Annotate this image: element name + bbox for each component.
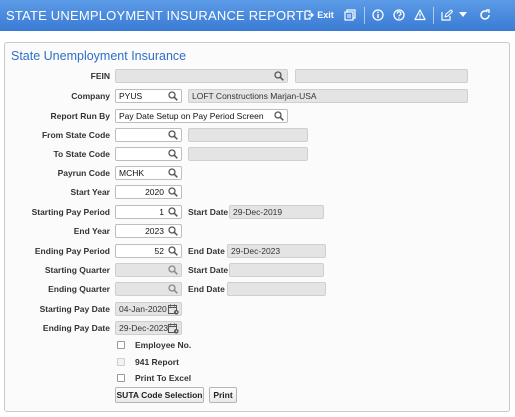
quarter-end-date-label: End Date [188, 284, 225, 294]
help-button[interactable] [391, 6, 407, 24]
warning-icon [414, 9, 426, 21]
title-bar: STATE UNEMPLOYMENT INSURANCE REPORT Exit [0, 0, 515, 31]
search-icon[interactable] [274, 111, 284, 121]
report-icon [344, 9, 356, 21]
start-date-label: Start Date [188, 207, 229, 217]
suta-code-selection-button[interactable]: SUTA Code Selection [115, 387, 204, 403]
search-icon[interactable] [168, 265, 178, 275]
report-run-by-input[interactable]: Pay Date Setup on Pay Period Screen [115, 109, 288, 123]
quarter-start-date-label: Start Date [188, 265, 229, 275]
start-date-field: 29-Dec-2019 [229, 205, 324, 219]
search-icon[interactable] [168, 130, 178, 140]
exit-label: Exit [317, 10, 334, 20]
search-icon[interactable] [168, 149, 178, 159]
from-state-code-input[interactable] [115, 128, 182, 142]
dropdown-icon [459, 12, 467, 17]
quarter-start-date-field [229, 263, 324, 277]
warning-button[interactable] [412, 6, 428, 24]
exit-icon [304, 10, 315, 20]
starting-quarter-input[interactable] [115, 263, 182, 277]
report-run-by-label: Report Run By [50, 111, 111, 121]
starting-pay-date-input[interactable]: 04-Jan-2020 [115, 302, 182, 316]
search-icon[interactable] [168, 187, 178, 197]
company-label: Company [71, 91, 110, 101]
report-941-label: 941 Report [135, 357, 179, 367]
company-input[interactable]: PYUS [115, 89, 182, 103]
exit-button[interactable]: Exit [304, 6, 334, 24]
end-date-field: 29-Dec-2023 [227, 244, 326, 258]
ending-pay-date-label: Ending Pay Date [42, 323, 110, 333]
info-button[interactable] [370, 6, 386, 24]
to-state-code-input[interactable] [115, 147, 182, 161]
ending-pay-date-input[interactable]: 29-Dec-2023 [115, 321, 182, 335]
calendar-icon[interactable] [168, 304, 179, 315]
end-year-label: End Year [73, 226, 110, 236]
search-icon[interactable] [168, 284, 178, 294]
search-icon[interactable] [168, 226, 178, 236]
report-941-checkbox[interactable] [117, 358, 125, 366]
employee-no-checkbox[interactable] [117, 341, 125, 349]
ending-pay-period-input[interactable]: 52 [115, 244, 182, 258]
starting-pay-date-label: Starting Pay Date [39, 304, 110, 314]
form-panel [4, 42, 510, 412]
dropdown-button[interactable] [457, 6, 469, 24]
fein-label: FEIN [90, 71, 110, 81]
ending-quarter-input[interactable] [115, 282, 182, 296]
toolbar-separator [433, 7, 434, 24]
refresh-button[interactable] [477, 6, 493, 24]
start-year-label: Start Year [70, 187, 110, 197]
employee-no-label: Employee No. [135, 340, 192, 350]
ending-quarter-label: Ending Quarter [48, 284, 110, 294]
ending-pay-period-label: Ending Pay Period [34, 246, 110, 256]
print-button[interactable]: Print [209, 387, 237, 403]
quarter-end-date-field [227, 282, 326, 296]
calendar-icon[interactable] [168, 323, 179, 334]
fein-description [295, 69, 468, 83]
to-state-code-description [188, 147, 308, 161]
starting-pay-period-input[interactable]: 1 [115, 205, 182, 219]
form-heading: State Unemployment Insurance [11, 49, 187, 63]
starting-quarter-label: Starting Quarter [44, 265, 110, 275]
end-date-label: End Date [188, 246, 225, 256]
to-state-code-label: To State Code [53, 149, 110, 159]
search-icon[interactable] [168, 246, 178, 256]
search-icon[interactable] [274, 71, 284, 81]
search-icon[interactable] [168, 168, 178, 178]
report-button[interactable] [342, 6, 358, 24]
fein-input[interactable] [115, 69, 288, 83]
info-icon [372, 9, 384, 21]
start-year-input[interactable]: 2020 [115, 185, 182, 199]
payrun-code-label: Payrun Code [57, 168, 110, 178]
from-state-code-label: From State Code [41, 130, 110, 140]
search-icon[interactable] [168, 207, 178, 217]
help-icon [393, 9, 405, 21]
from-state-code-description [188, 128, 308, 142]
company-description: LOFT Constructions Marjan-USA [188, 89, 468, 103]
edit-button[interactable] [439, 6, 455, 24]
print-to-excel-label: Print To Excel [135, 373, 192, 383]
refresh-icon [480, 9, 490, 20]
search-icon[interactable] [168, 91, 178, 101]
edit-icon [441, 9, 453, 21]
payrun-code-input[interactable]: MCHK [115, 166, 182, 180]
print-to-excel-checkbox[interactable] [117, 374, 125, 382]
toolbar-separator [364, 7, 365, 24]
end-year-input[interactable]: 2023 [115, 224, 182, 238]
window-title: STATE UNEMPLOYMENT INSURANCE REPORT [6, 8, 304, 23]
starting-pay-period-label: Starting Pay Period [31, 207, 110, 217]
